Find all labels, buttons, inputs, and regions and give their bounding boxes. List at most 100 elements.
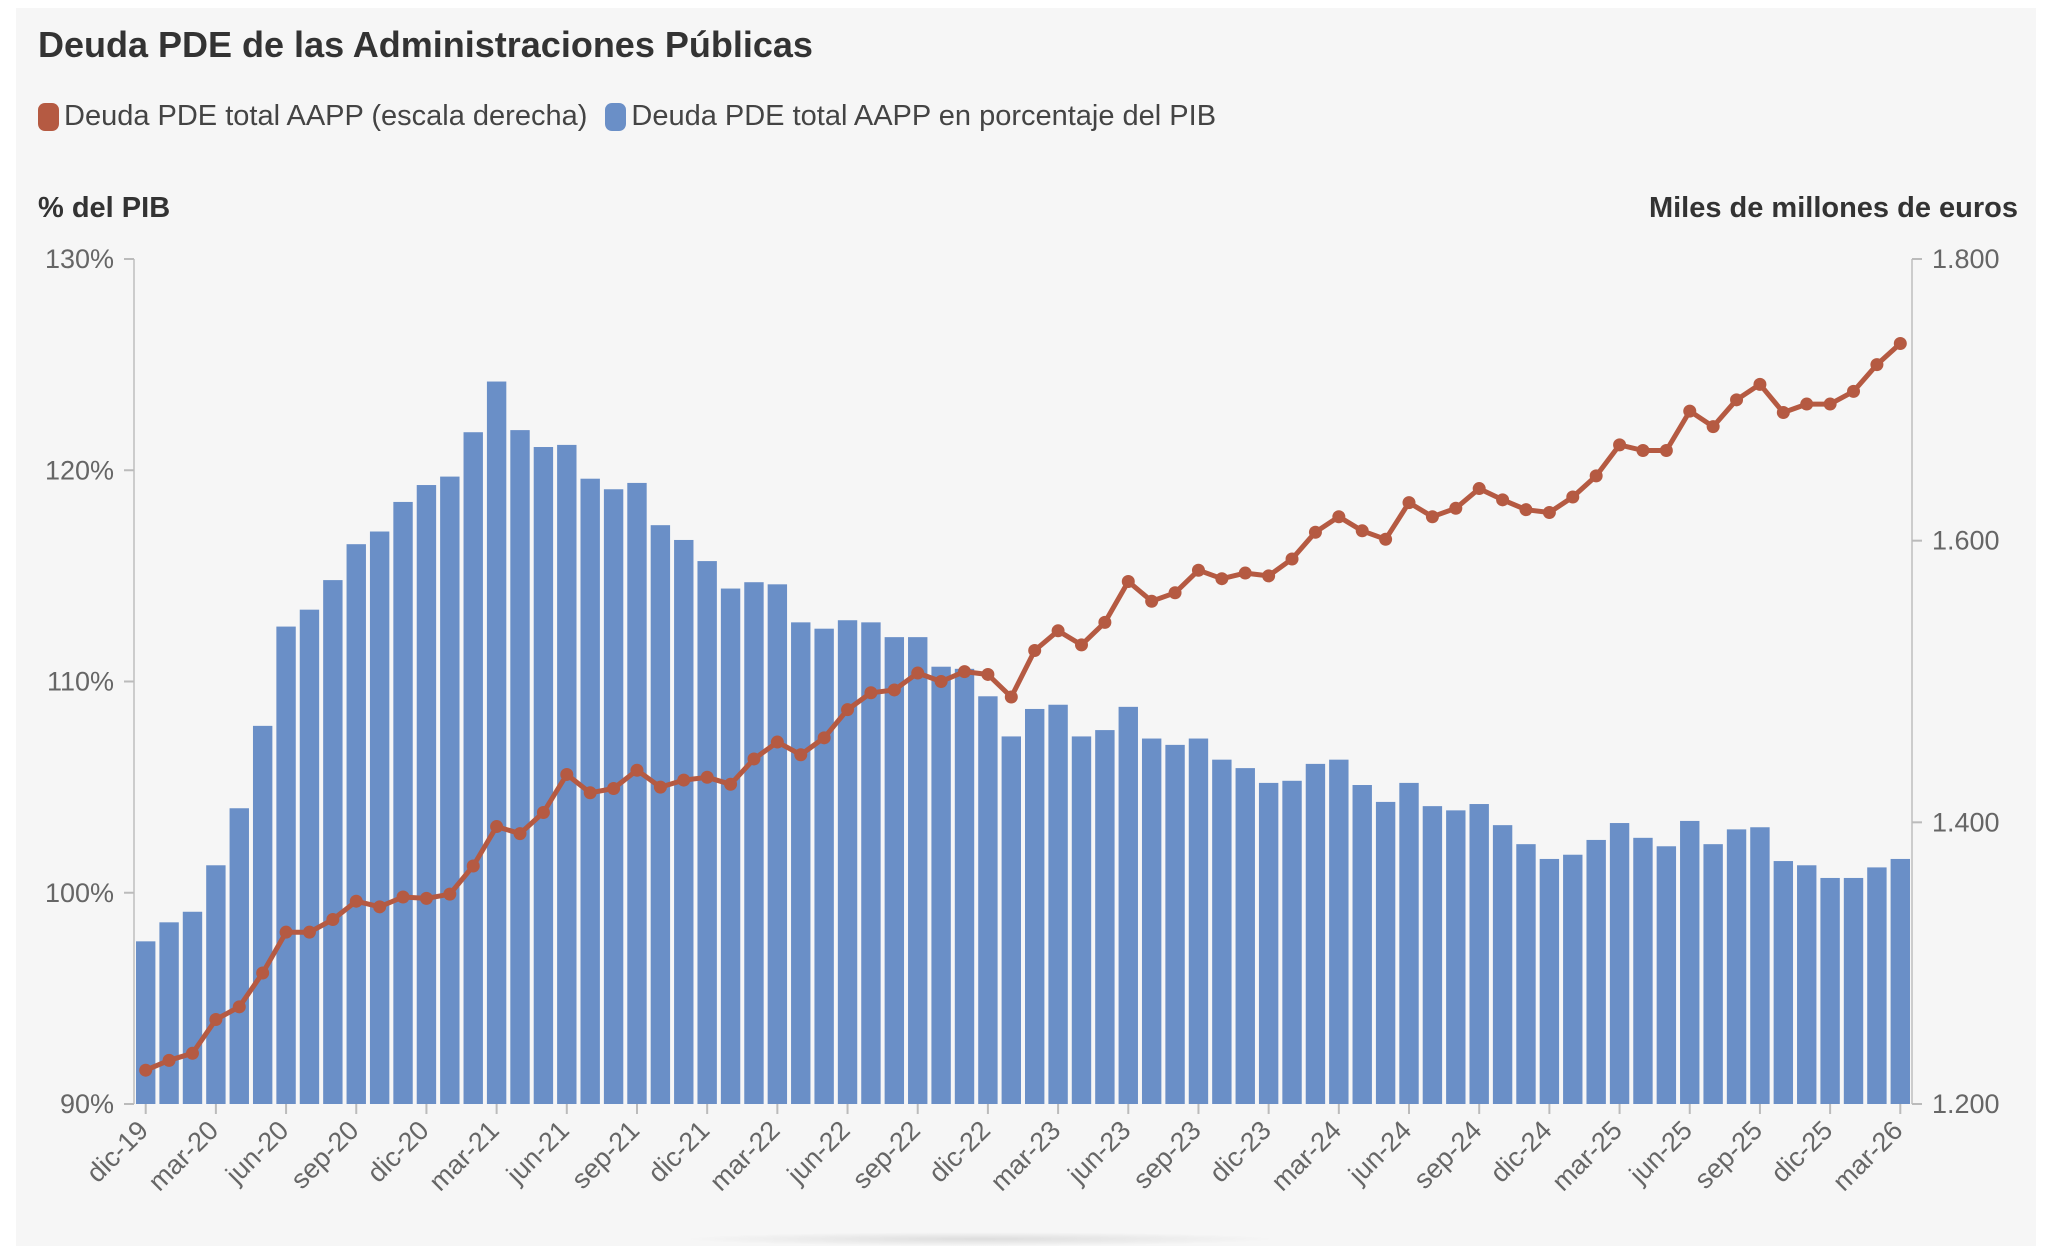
bar-jul-23: [1141, 738, 1162, 1104]
bar-nov-22: [954, 668, 975, 1104]
line-point-oct-23: [1215, 572, 1229, 586]
bar-nov-24: [1516, 844, 1536, 1104]
line-point-jul-23: [1145, 594, 1159, 608]
left-tick-label: 100%: [45, 878, 114, 908]
bar-abr-20: [229, 808, 249, 1104]
bar-jul-25: [1703, 844, 1723, 1104]
line-point-ago-20: [326, 913, 340, 927]
line-point-jul-25: [1706, 420, 1720, 434]
legend-item-pct[interactable]: Deuda PDE total AAPP en porcentaje del P…: [605, 100, 1216, 133]
line-point-jun-21: [560, 767, 574, 781]
line-point-sep-22: [911, 666, 925, 680]
bar-feb-24: [1305, 763, 1326, 1104]
x-tick-label: mar-22: [704, 1115, 786, 1197]
bar-ene-26: [1843, 877, 1864, 1104]
line-point-oct-24: [1496, 493, 1510, 507]
line-point-jul-21: [583, 786, 597, 800]
line-point-feb-23: [1028, 644, 1042, 658]
x-tick-label: sep-22: [846, 1115, 926, 1195]
x-tick-label: sep-25: [1689, 1115, 1769, 1195]
line-point-may-22: [817, 731, 831, 745]
bar-jul-22: [861, 622, 881, 1104]
line-point-ene-22: [724, 777, 738, 791]
bar-may-24: [1375, 801, 1396, 1104]
legend-item-total[interactable]: Deuda PDE total AAPP (escala derecha): [38, 100, 587, 133]
x-tick-label: mar-20: [142, 1115, 224, 1197]
bar-abr-24: [1352, 785, 1372, 1104]
line-point-jun-24: [1402, 496, 1416, 510]
line-point-oct-22: [934, 675, 948, 688]
bar-sep-25: [1750, 827, 1770, 1104]
bar-jun-22: [837, 620, 858, 1104]
bar-abr-23: [1071, 736, 1092, 1104]
line-point-ago-25: [1730, 393, 1744, 407]
right-tick-label: 1.200: [1932, 1089, 2000, 1119]
line-point-may-20: [256, 966, 270, 980]
line-point-jun-23: [1121, 575, 1135, 589]
bar-ene-25: [1563, 854, 1583, 1104]
x-tick-label: sep-21: [566, 1115, 646, 1195]
bar-jul-24: [1422, 806, 1443, 1104]
line-point-ene-25: [1566, 490, 1580, 504]
line-point-nov-22: [958, 665, 972, 679]
line-point-may-25: [1659, 444, 1673, 458]
line-point-jul-22: [864, 686, 878, 700]
bar-dic-19: [136, 941, 156, 1104]
line-point-may-23: [1098, 615, 1112, 629]
bar-may-25: [1656, 846, 1677, 1104]
bar-feb-23: [1025, 708, 1045, 1104]
line-point-abr-23: [1074, 638, 1088, 652]
line-point-mar-22: [770, 735, 784, 749]
bar-ago-23: [1165, 744, 1185, 1104]
bar-abr-25: [1633, 837, 1653, 1104]
x-tick-label: jun-22: [781, 1115, 856, 1190]
line-point-feb-20: [185, 1046, 199, 1060]
bar-dic-24: [1539, 858, 1560, 1104]
legend-swatch-pct: [605, 102, 627, 131]
line-point-oct-21: [653, 780, 667, 794]
line-series-total: [144, 341, 1902, 1073]
line-point-jun-25: [1683, 404, 1697, 418]
left-tick-label: 120%: [45, 455, 114, 485]
bar-mar-24: [1329, 759, 1349, 1104]
bar-mar-26: [1890, 858, 1910, 1104]
bar-feb-22: [744, 582, 764, 1104]
bar-nov-25: [1797, 865, 1817, 1104]
bar-abr-21: [510, 430, 530, 1104]
line-point-jun-22: [841, 703, 855, 717]
bar-mar-21: [486, 381, 507, 1104]
line-point-feb-21: [466, 859, 480, 873]
line-point-may-24: [1379, 532, 1393, 546]
bar-ene-21: [440, 476, 460, 1104]
line-point-may-21: [536, 805, 550, 819]
x-tick-label: sep-20: [285, 1115, 365, 1195]
right-tick-label: 1.600: [1932, 526, 2000, 556]
x-tick-label: mar-26: [1827, 1115, 1909, 1197]
legend-label-total: Deuda PDE total AAPP (escala derecha): [64, 100, 588, 132]
x-tick-label: sep-23: [1127, 1115, 1207, 1195]
bar-ago-25: [1726, 829, 1747, 1104]
line-point-ago-24: [1449, 501, 1463, 515]
left-tick-label: 90%: [60, 1089, 114, 1119]
bar-feb-25: [1586, 839, 1606, 1104]
bar-sep-20: [346, 544, 366, 1104]
bar-dic-22: [978, 696, 998, 1104]
card-shadow: [680, 1232, 1280, 1246]
x-tick-label: jun-20: [219, 1115, 294, 1190]
bar-oct-21: [650, 525, 671, 1104]
bar-ene-23: [1001, 736, 1021, 1104]
line-point-dic-20: [419, 891, 433, 905]
bar-feb-21: [463, 432, 483, 1105]
bar-mar-25: [1609, 823, 1630, 1104]
line-point-nov-25: [1800, 397, 1814, 411]
line-point-dic-22: [981, 667, 995, 681]
bar-mar-22: [767, 584, 788, 1104]
line-point-dic-25: [1823, 397, 1837, 411]
line-point-mar-25: [1613, 438, 1627, 452]
bar-oct-24: [1492, 825, 1513, 1104]
bar-jul-20: [299, 609, 320, 1104]
right-tick-label: 1.400: [1932, 807, 2000, 837]
legend-swatch-total: [38, 102, 59, 131]
line-point-nov-24: [1519, 503, 1533, 517]
line-point-mar-20: [209, 1013, 223, 1026]
